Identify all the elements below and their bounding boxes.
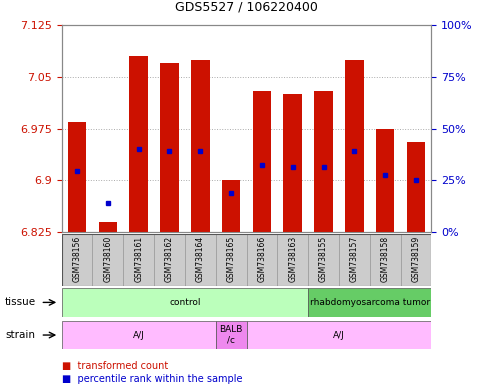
- Text: GSM738163: GSM738163: [288, 236, 297, 282]
- Bar: [277, 234, 308, 286]
- Bar: [246, 321, 431, 349]
- Bar: [129, 56, 148, 232]
- Text: tissue: tissue: [5, 297, 36, 308]
- Bar: [68, 122, 86, 232]
- Bar: [154, 234, 185, 286]
- Text: GSM738162: GSM738162: [165, 236, 174, 282]
- Text: A/J: A/J: [333, 331, 345, 339]
- Bar: [99, 222, 117, 232]
- Bar: [370, 234, 400, 286]
- Text: rhabdomyosarcoma tumor: rhabdomyosarcoma tumor: [310, 298, 430, 307]
- Bar: [252, 91, 271, 232]
- Text: GDS5527 / 106220400: GDS5527 / 106220400: [175, 0, 318, 13]
- Bar: [222, 180, 240, 232]
- Text: GSM738164: GSM738164: [196, 236, 205, 282]
- Text: GSM738160: GSM738160: [104, 236, 112, 282]
- Bar: [62, 321, 216, 349]
- Bar: [400, 234, 431, 286]
- Text: BALB
/c: BALB /c: [219, 325, 243, 345]
- Text: GSM738157: GSM738157: [350, 236, 359, 282]
- Text: control: control: [169, 298, 201, 307]
- Bar: [308, 234, 339, 286]
- Text: GSM738159: GSM738159: [412, 236, 421, 282]
- Bar: [315, 91, 333, 232]
- Bar: [62, 288, 308, 317]
- Bar: [283, 94, 302, 232]
- Text: GSM738155: GSM738155: [319, 236, 328, 282]
- Bar: [345, 60, 363, 232]
- Bar: [160, 63, 179, 232]
- Text: GSM738161: GSM738161: [134, 236, 143, 282]
- Text: GSM738166: GSM738166: [257, 236, 266, 282]
- Text: ■  transformed count: ■ transformed count: [62, 361, 168, 371]
- Bar: [376, 129, 394, 232]
- Text: GSM738158: GSM738158: [381, 236, 389, 282]
- Text: GSM738165: GSM738165: [227, 236, 236, 282]
- Bar: [216, 321, 246, 349]
- Bar: [407, 142, 425, 232]
- Bar: [308, 288, 431, 317]
- Bar: [123, 234, 154, 286]
- Text: ■  percentile rank within the sample: ■ percentile rank within the sample: [62, 374, 242, 384]
- Bar: [191, 60, 210, 232]
- Bar: [93, 234, 123, 286]
- Bar: [216, 234, 246, 286]
- Text: A/J: A/J: [133, 331, 144, 339]
- Bar: [62, 234, 93, 286]
- Text: GSM738156: GSM738156: [72, 236, 81, 282]
- Bar: [246, 234, 277, 286]
- Bar: [185, 234, 216, 286]
- Bar: [339, 234, 370, 286]
- Text: strain: strain: [5, 330, 35, 340]
